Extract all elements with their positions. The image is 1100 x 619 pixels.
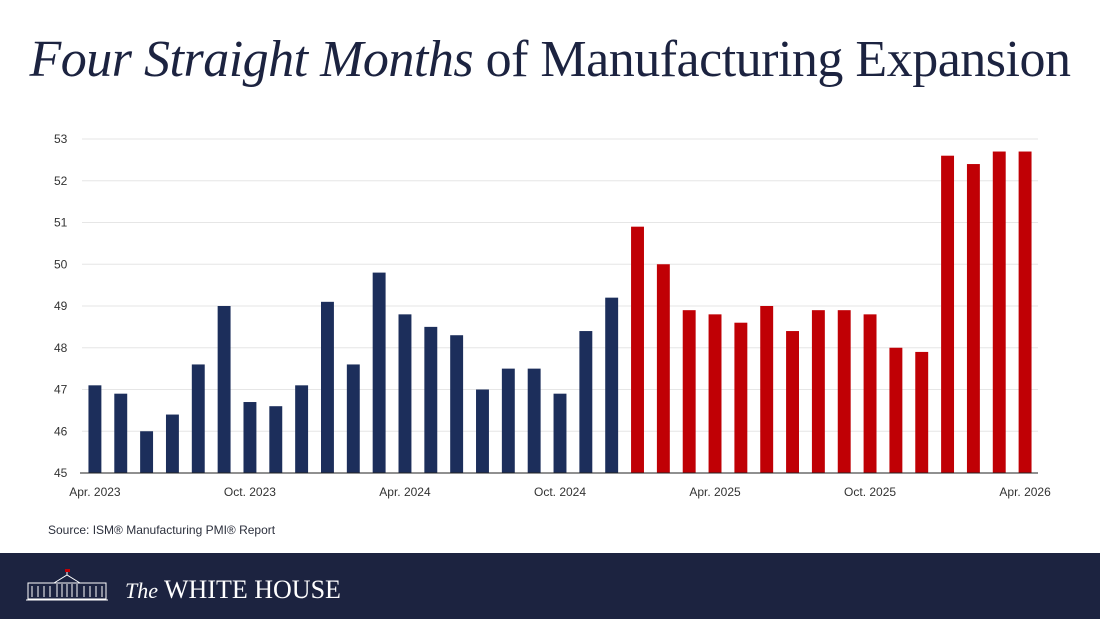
bar bbox=[837, 310, 851, 473]
y-tick-label: 52 bbox=[54, 174, 68, 188]
white-house-wordmark: The WHITE HOUSE bbox=[125, 575, 341, 605]
bar bbox=[579, 331, 593, 473]
x-tick-label: Apr. 2024 bbox=[379, 485, 431, 499]
title-italic: Four Straight Months bbox=[29, 31, 474, 88]
bar bbox=[966, 164, 980, 474]
x-tick-label: Oct. 2024 bbox=[534, 485, 586, 499]
bar bbox=[140, 431, 154, 473]
bar bbox=[476, 389, 489, 473]
bar bbox=[501, 368, 515, 473]
y-tick-label: 53 bbox=[54, 132, 68, 146]
bar bbox=[88, 385, 102, 473]
source-note: Source: ISM® Manufacturing PMI® Report bbox=[48, 523, 276, 537]
bar bbox=[889, 347, 903, 473]
y-tick-label: 51 bbox=[54, 216, 68, 230]
bar bbox=[656, 264, 670, 473]
white-house-icon bbox=[26, 569, 108, 601]
y-tick-label: 50 bbox=[54, 257, 68, 271]
bar bbox=[114, 393, 128, 473]
bar bbox=[786, 331, 799, 473]
chart-title: Four Straight Months of Manufacturing Ex… bbox=[0, 30, 1100, 89]
footer-banner: The WHITE HOUSE bbox=[0, 553, 1100, 619]
bar bbox=[992, 151, 1006, 473]
bar bbox=[605, 297, 619, 473]
bar bbox=[811, 310, 825, 473]
bar bbox=[553, 393, 567, 473]
bar bbox=[915, 351, 929, 473]
x-tick-label: Apr. 2025 bbox=[689, 485, 741, 499]
bar bbox=[424, 326, 438, 473]
bar bbox=[450, 335, 464, 473]
bar bbox=[527, 368, 541, 473]
bar bbox=[398, 314, 412, 473]
bar bbox=[708, 314, 722, 473]
bar bbox=[321, 301, 334, 473]
x-tick-label: Oct. 2025 bbox=[844, 485, 896, 499]
y-tick-label: 45 bbox=[54, 466, 68, 480]
x-tick-label: Apr. 2026 bbox=[999, 485, 1051, 499]
bar bbox=[941, 155, 955, 473]
x-tick-label: Apr. 2023 bbox=[69, 485, 121, 499]
bar bbox=[631, 226, 644, 473]
bar bbox=[346, 364, 360, 473]
bar-chart: 45 46 47 48 49 50 51 52 53 Apr. 2023 Oct. 2023 Apr.… bbox=[54, 132, 1051, 499]
bar bbox=[1018, 151, 1032, 473]
bar bbox=[734, 322, 748, 473]
y-tick-label: 49 bbox=[54, 299, 68, 313]
bar bbox=[165, 414, 179, 473]
bar bbox=[269, 406, 283, 473]
bar bbox=[372, 272, 386, 473]
wordmark-name: WHITE HOUSE bbox=[164, 575, 341, 604]
bar bbox=[243, 402, 257, 473]
title-rest: of Manufacturing Expansion bbox=[473, 31, 1071, 88]
bar bbox=[760, 306, 774, 473]
y-tick-label: 48 bbox=[54, 341, 68, 355]
x-tick-label: Oct. 2023 bbox=[224, 485, 276, 499]
bar bbox=[295, 385, 309, 473]
y-tick-label: 47 bbox=[54, 383, 68, 397]
bar bbox=[682, 310, 696, 473]
bar bbox=[191, 364, 205, 473]
bar bbox=[863, 314, 877, 473]
wordmark-the: The bbox=[125, 578, 158, 603]
bar bbox=[217, 306, 231, 473]
y-tick-label: 46 bbox=[54, 424, 68, 438]
